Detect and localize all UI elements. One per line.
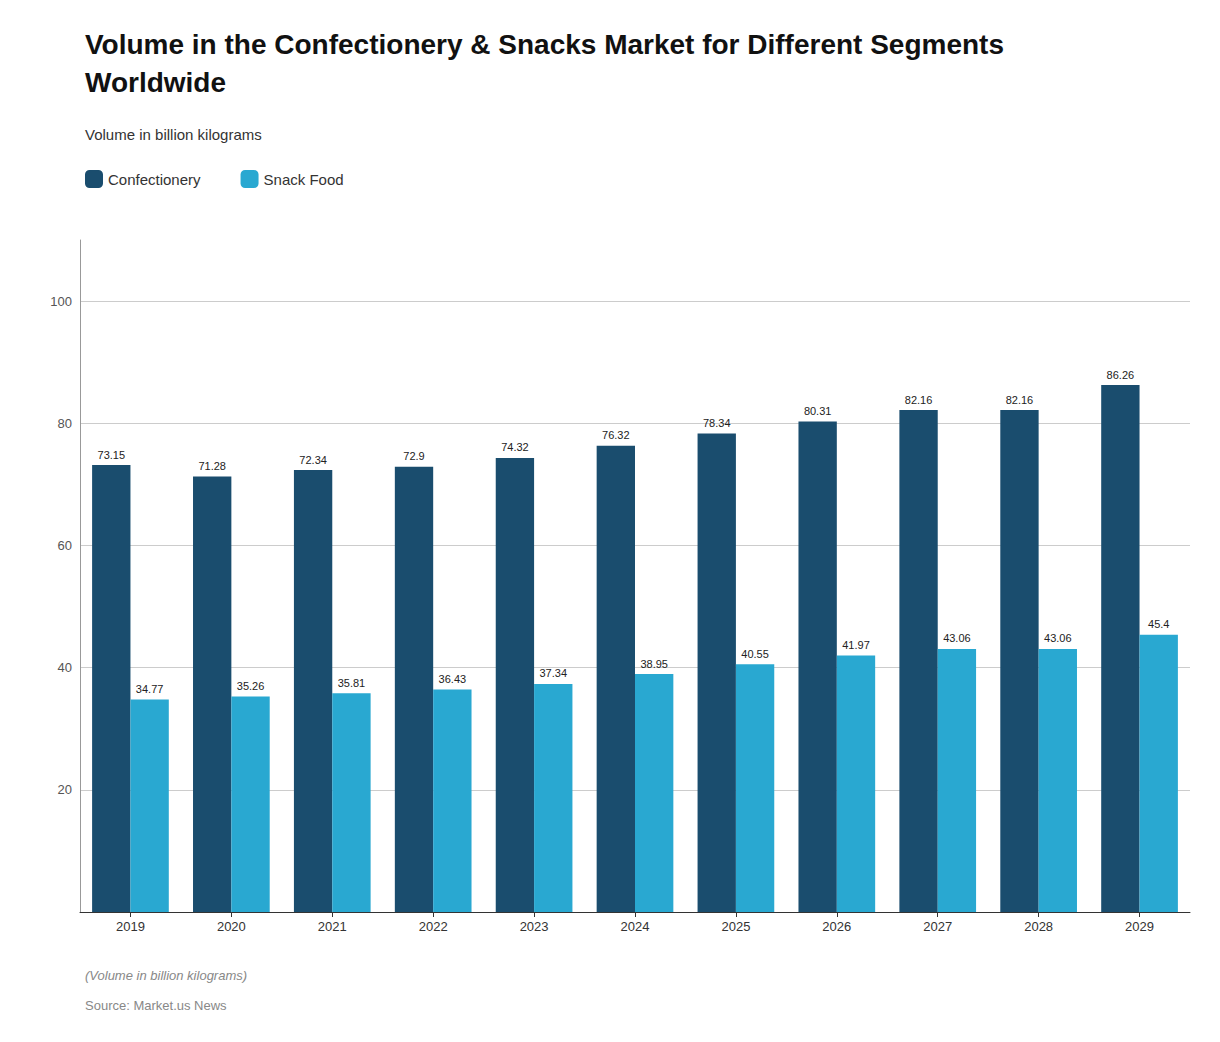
- svg-text:100: 100: [50, 294, 72, 309]
- svg-text:71.28: 71.28: [198, 460, 226, 472]
- svg-text:40.55: 40.55: [741, 648, 769, 660]
- svg-text:Source: Market.us News: Source: Market.us News: [85, 998, 227, 1013]
- svg-text:Volume in the Confectionery &: Volume in the Confectionery & Snacks Mar…: [85, 29, 1012, 60]
- svg-text:76.32: 76.32: [602, 429, 630, 441]
- svg-text:38.95: 38.95: [640, 658, 668, 670]
- svg-text:2028: 2028: [1024, 919, 1053, 934]
- svg-text:2025: 2025: [721, 919, 750, 934]
- svg-text:2027: 2027: [923, 919, 952, 934]
- svg-text:2020: 2020: [217, 919, 246, 934]
- svg-text:73.15: 73.15: [98, 449, 126, 461]
- svg-text:80: 80: [58, 416, 72, 431]
- svg-text:34.77: 34.77: [136, 683, 164, 695]
- svg-text:36.43: 36.43: [439, 673, 467, 685]
- svg-text:74.32: 74.32: [501, 441, 529, 453]
- svg-text:43.06: 43.06: [943, 632, 971, 644]
- svg-text:2019: 2019: [116, 919, 145, 934]
- svg-text:60: 60: [58, 538, 72, 553]
- svg-text:Worldwide: Worldwide: [85, 67, 226, 98]
- svg-text:72.34: 72.34: [299, 454, 327, 466]
- svg-text:35.26: 35.26: [237, 680, 265, 692]
- svg-text:Snack Food: Snack Food: [264, 171, 344, 188]
- svg-text:2026: 2026: [822, 919, 851, 934]
- svg-text:(Volume in billion kilograms): (Volume in billion kilograms): [85, 968, 247, 983]
- svg-text:20: 20: [58, 782, 72, 797]
- svg-text:Volume in billion kilograms: Volume in billion kilograms: [85, 126, 262, 143]
- svg-text:72.9: 72.9: [403, 450, 424, 462]
- svg-text:80.31: 80.31: [804, 405, 832, 417]
- svg-text:41.97: 41.97: [842, 639, 870, 651]
- svg-text:Confectionery: Confectionery: [108, 171, 201, 188]
- svg-text:2024: 2024: [621, 919, 650, 934]
- svg-text:78.34: 78.34: [703, 417, 731, 429]
- svg-text:82.16: 82.16: [1006, 394, 1034, 406]
- svg-text:2021: 2021: [318, 919, 347, 934]
- svg-text:2023: 2023: [520, 919, 549, 934]
- svg-text:37.34: 37.34: [539, 667, 567, 679]
- svg-text:2022: 2022: [419, 919, 448, 934]
- svg-text:40: 40: [58, 660, 72, 675]
- svg-text:43.06: 43.06: [1044, 632, 1072, 644]
- svg-text:45.4: 45.4: [1148, 618, 1169, 630]
- svg-text:2029: 2029: [1125, 919, 1154, 934]
- svg-text:35.81: 35.81: [338, 677, 366, 689]
- svg-text:86.26: 86.26: [1107, 369, 1135, 381]
- svg-text:82.16: 82.16: [905, 394, 933, 406]
